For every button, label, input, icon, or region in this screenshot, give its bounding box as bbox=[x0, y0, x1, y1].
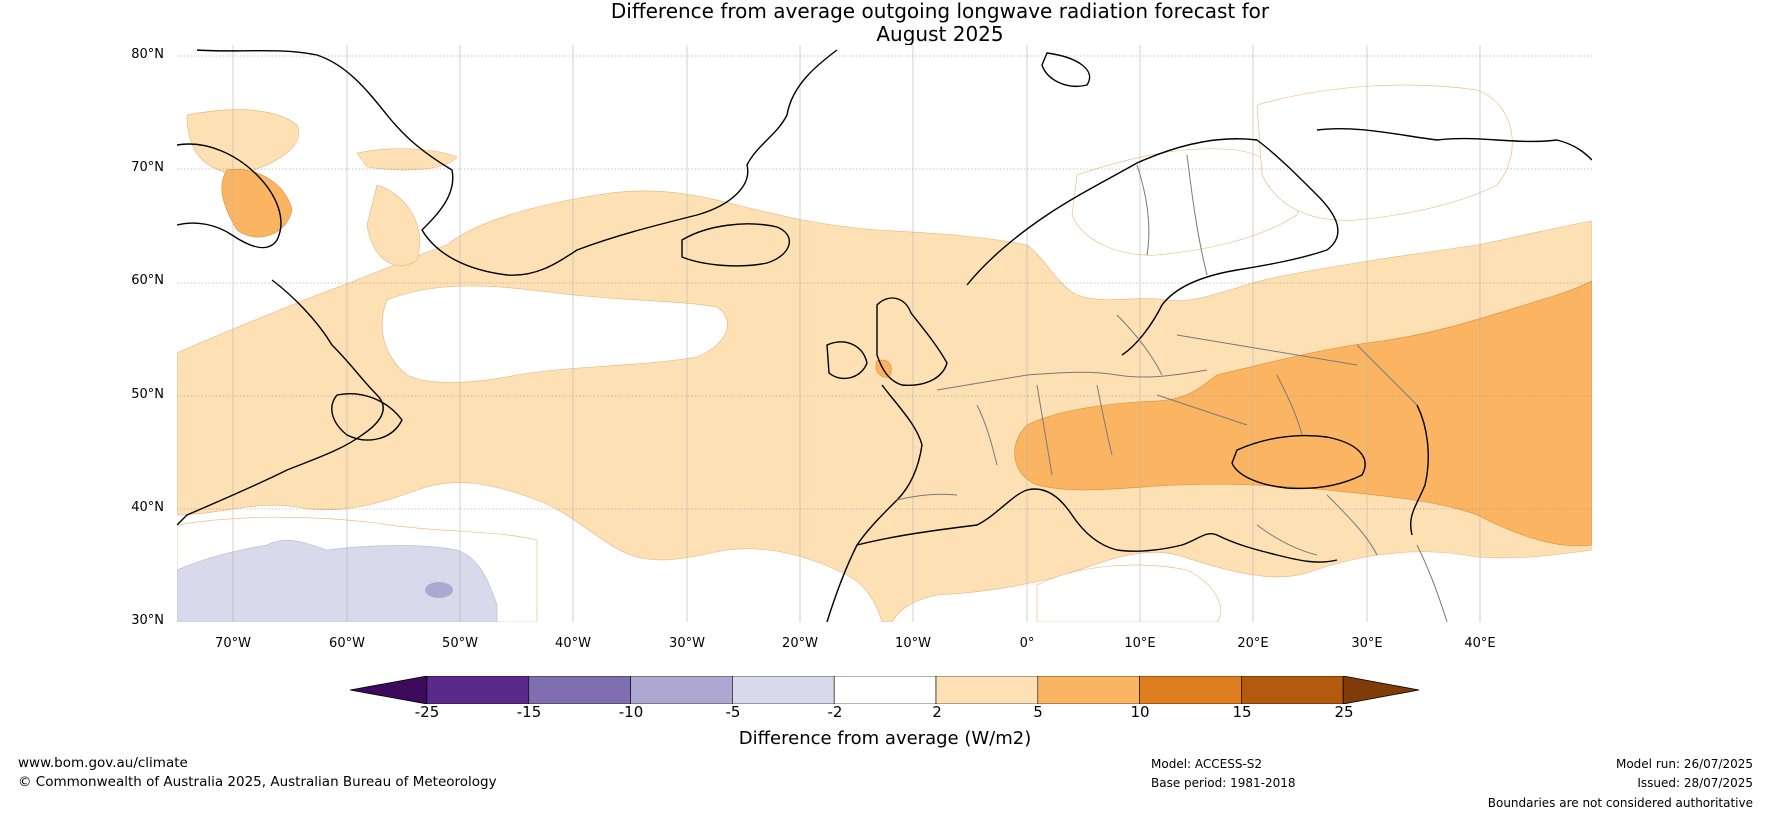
lon-label-0: 0° bbox=[1019, 636, 1035, 651]
colorbar-segment bbox=[732, 675, 835, 705]
black-sea bbox=[1231, 434, 1366, 490]
north-russia-white bbox=[1256, 84, 1513, 221]
meridians bbox=[232, 45, 1481, 622]
labrador-sea-white bbox=[381, 285, 728, 383]
europe-atlantic-coast bbox=[826, 384, 923, 622]
lon-label-10e: 10°E bbox=[1124, 636, 1156, 651]
colorbar-segment bbox=[1241, 675, 1344, 705]
lon-label-20e: 20°E bbox=[1237, 636, 1269, 651]
map-svg bbox=[177, 45, 1592, 622]
lon-label-20w: 20°W bbox=[782, 636, 818, 651]
scandinavia-white bbox=[1071, 148, 1300, 256]
mediterranean-coast bbox=[856, 488, 1338, 563]
british-isles bbox=[876, 297, 948, 387]
colorbar-tick: -10 bbox=[618, 703, 644, 721]
lon-label-60w: 60°W bbox=[329, 636, 365, 651]
colorbar-tick: 15 bbox=[1232, 703, 1252, 721]
colorbar-label: Difference from average (W/m2) bbox=[738, 728, 1032, 749]
colorbar-segment bbox=[630, 675, 733, 705]
lon-label-40w: 40°W bbox=[555, 636, 591, 651]
lat-label-30n: 30°N bbox=[131, 613, 164, 628]
lat-label-60n: 60°N bbox=[131, 273, 164, 288]
lon-label-30w: 30°W bbox=[669, 636, 705, 651]
title-line-2: August 2025 bbox=[876, 22, 1004, 46]
lon-label-30e: 30°E bbox=[1351, 636, 1383, 651]
lon-label-40e: 40°E bbox=[1464, 636, 1496, 651]
colorbar-tick: -15 bbox=[516, 703, 542, 721]
colorbar-tick: -2 bbox=[827, 703, 843, 721]
ireland bbox=[826, 341, 868, 380]
title-line-1: Difference from average outgoing longwav… bbox=[610, 0, 1270, 23]
arctic-coast-russia bbox=[1316, 127, 1592, 161]
mediterranean-white bbox=[1036, 564, 1222, 622]
copyright-text: © Commonwealth of Australia 2025, Austra… bbox=[18, 774, 497, 790]
colorbar-tick: 2 bbox=[932, 703, 942, 721]
colorbar-tick: 25 bbox=[1334, 703, 1354, 721]
colorbar-tick: 10 bbox=[1130, 703, 1150, 721]
coastlines bbox=[177, 49, 1592, 622]
colorbar-segment bbox=[1139, 675, 1242, 705]
greenland-coast bbox=[196, 49, 838, 276]
graticule bbox=[177, 55, 1592, 510]
anomaly-medium-orange-areas bbox=[221, 168, 1592, 547]
labrador-coast bbox=[177, 279, 384, 526]
newfoundland bbox=[331, 393, 403, 441]
colorbar-segment bbox=[833, 675, 937, 705]
north-atlantic-strip bbox=[356, 148, 458, 171]
colorbar-extend-high bbox=[1342, 675, 1420, 705]
subtropical-atlantic-negative bbox=[177, 539, 498, 622]
baffin-coast bbox=[177, 143, 282, 249]
caspian-coast bbox=[1410, 404, 1429, 536]
colorbar-segment bbox=[935, 675, 1039, 705]
base-period-text: Base period: 1981-2018 bbox=[1151, 776, 1296, 790]
colorbar-extend-low bbox=[349, 675, 428, 705]
colorbar-segment bbox=[1037, 675, 1140, 705]
svalbard bbox=[1041, 52, 1091, 87]
model-run-text: Model run: 26/07/2025 bbox=[1615, 757, 1753, 771]
lon-label-50w: 50°W bbox=[442, 636, 478, 651]
lat-label-40n: 40°N bbox=[131, 500, 164, 515]
purple-blob bbox=[425, 582, 453, 598]
colorbar bbox=[349, 675, 1420, 705]
eurasia-positive-anomaly bbox=[1014, 280, 1592, 547]
map-title: Difference from average outgoing longwav… bbox=[500, 0, 1380, 46]
colorbar-tick: -5 bbox=[725, 703, 741, 721]
model-text: Model: ACCESS-S2 bbox=[1151, 757, 1263, 771]
baffin-anomaly bbox=[366, 184, 420, 266]
olr-anomaly-map bbox=[177, 45, 1592, 622]
lat-label-50n: 50°N bbox=[131, 387, 164, 402]
scandinavia-coast bbox=[966, 138, 1339, 356]
lon-label-10w: 10°W bbox=[895, 636, 931, 651]
colorbar-segment bbox=[528, 675, 631, 705]
country-borders bbox=[896, 154, 1448, 622]
iceland bbox=[681, 223, 790, 267]
lat-label-70n: 70°N bbox=[131, 160, 164, 175]
colorbar-tick: 5 bbox=[1033, 703, 1043, 721]
colorbar-svg bbox=[349, 675, 1420, 705]
disclaimer-text: Boundaries are not considered authoritat… bbox=[1487, 796, 1753, 810]
lon-label-70w: 70°W bbox=[215, 636, 251, 651]
anomaly-light-purple-areas bbox=[177, 539, 498, 622]
lat-label-80n: 80°N bbox=[131, 47, 164, 62]
colorbar-segment bbox=[426, 675, 530, 705]
greenland-coast-anomaly bbox=[186, 109, 300, 176]
anomaly-medium-purple-areas bbox=[425, 582, 453, 598]
greenland-orange-patch bbox=[221, 168, 293, 238]
website-link[interactable]: www.bom.gov.au/climate bbox=[18, 755, 188, 771]
colorbar-tick: -25 bbox=[414, 703, 440, 721]
issued-text: Issued: 28/07/2025 bbox=[1637, 776, 1753, 790]
